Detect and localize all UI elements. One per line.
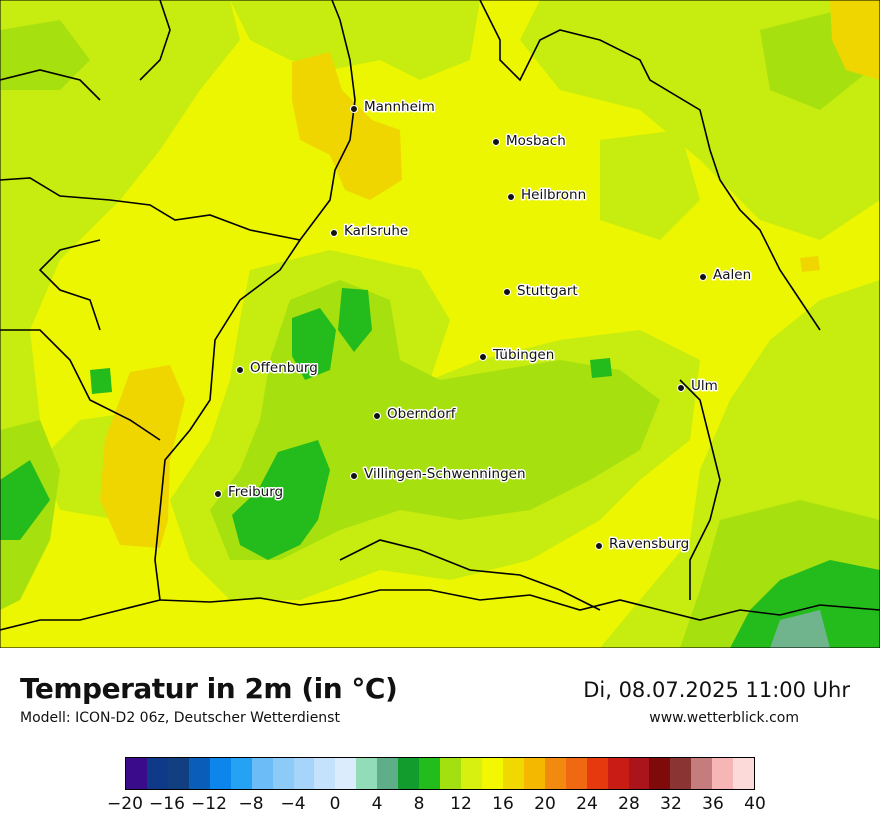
website-label: www.wetterblick.com — [649, 710, 799, 726]
city-marker-freiburg — [214, 490, 222, 498]
legend-tick-label: 4 — [371, 794, 383, 814]
city-label-freiburg: Freiburg — [228, 484, 283, 500]
legend-tick-label: 40 — [744, 794, 766, 814]
city-label-ulm: Ulm — [691, 378, 718, 394]
city-label-villingen-schwenningen: Villingen-Schwenningen — [364, 466, 526, 482]
legend-swatch — [649, 758, 671, 789]
legend-tick-label: 12 — [450, 794, 472, 814]
legend-tick-label: 20 — [534, 794, 556, 814]
legend-swatch — [335, 758, 357, 789]
city-label-stuttgart: Stuttgart — [517, 283, 578, 299]
legend-tick-label: 28 — [618, 794, 640, 814]
legend-swatch — [209, 758, 231, 789]
legend-tick-label: −4 — [280, 794, 306, 814]
city-marker-oberndorf — [373, 412, 381, 420]
city-label-tuebingen: Tübingen — [492, 347, 554, 363]
legend-swatch — [712, 758, 734, 789]
city-marker-tuebingen — [479, 353, 487, 361]
legend-swatch — [251, 758, 273, 789]
legend-swatch — [398, 758, 420, 789]
city-label-ravensburg: Ravensburg — [609, 536, 689, 552]
legend-tick-label: −20 — [107, 794, 143, 814]
city-marker-aalen — [699, 273, 707, 281]
legend-swatch — [230, 758, 252, 789]
legend-swatch — [502, 758, 524, 789]
legend-swatch — [188, 758, 210, 789]
legend-tick-label: 36 — [702, 794, 724, 814]
legend-swatch — [586, 758, 608, 789]
legend-swatch — [461, 758, 482, 789]
color-legend — [125, 757, 755, 790]
city-label-mannheim: Mannheim — [364, 99, 435, 115]
legend-swatch — [356, 758, 378, 789]
legend-swatch — [272, 758, 294, 789]
footer-panel: Temperatur in 2m (in °C) Modell: ICON-D2… — [0, 648, 880, 830]
legend-swatch — [691, 758, 713, 789]
legend-tick-label: −12 — [191, 794, 227, 814]
city-label-heilbronn: Heilbronn — [521, 187, 586, 203]
temperature-map: Mannheim Mosbach Heilbronn Karlsruhe Aal… — [0, 0, 880, 648]
legend-swatch — [293, 758, 315, 789]
legend-swatch — [670, 758, 692, 789]
city-label-oberndorf: Oberndorf — [387, 406, 457, 422]
legend-tick-label: 8 — [413, 794, 425, 814]
city-label-mosbach: Mosbach — [506, 133, 566, 149]
legend-swatch — [146, 758, 168, 789]
legend-swatch — [628, 758, 650, 789]
city-marker-mannheim — [350, 105, 358, 113]
legend-tick-label: 0 — [329, 794, 341, 814]
legend-swatch — [419, 758, 441, 789]
legend-swatch — [440, 758, 461, 789]
legend-swatch — [544, 758, 566, 789]
legend-swatch — [126, 758, 147, 789]
map-title: Temperatur in 2m (in °C) — [20, 672, 398, 705]
legend-tick-label: 16 — [492, 794, 514, 814]
legend-swatch — [377, 758, 399, 789]
city-marker-karlsruhe — [330, 229, 338, 237]
legend-swatch — [565, 758, 587, 789]
city-marker-ravensburg — [595, 542, 603, 550]
legend-swatch — [523, 758, 545, 789]
city-marker-mosbach — [492, 138, 500, 146]
legend-swatch — [481, 758, 503, 789]
city-label-aalen: Aalen — [713, 267, 751, 283]
legend-ticks: −20 −16 −12 −8 −4 0 4 8 12 16 20 24 28 32 36 40 — [0, 794, 880, 816]
model-subtitle: Modell: ICON-D2 06z, Deutscher Wetterdie… — [20, 710, 340, 726]
legend-tick-label: 24 — [576, 794, 598, 814]
city-marker-stuttgart — [503, 288, 511, 296]
legend-swatch — [314, 758, 336, 789]
city-marker-ulm — [677, 384, 685, 392]
legend-swatch — [733, 758, 755, 789]
legend-tick-label: −16 — [149, 794, 185, 814]
city-marker-heilbronn — [507, 193, 515, 201]
legend-tick-label: 32 — [660, 794, 682, 814]
forecast-datetime: Di, 08.07.2025 11:00 Uhr — [583, 678, 850, 702]
city-marker-villingen-schwenningen — [350, 472, 358, 480]
legend-swatch — [167, 758, 189, 789]
legend-swatch — [607, 758, 629, 789]
legend-tick-label: −8 — [238, 794, 264, 814]
city-marker-offenburg — [236, 366, 244, 374]
city-label-karlsruhe: Karlsruhe — [344, 223, 408, 239]
city-label-offenburg: Offenburg — [250, 360, 318, 376]
